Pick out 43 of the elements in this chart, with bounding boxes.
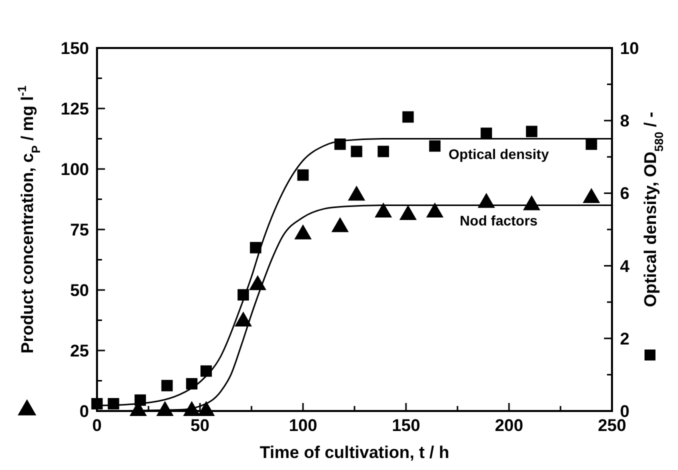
point (426, 202, 444, 218)
point (480, 128, 492, 140)
x-tick-label: 150 (392, 416, 420, 435)
y2-tick-label: 2 (620, 329, 630, 348)
point (234, 311, 252, 326)
y-tick-label: 100 (60, 160, 89, 179)
y-tick-label: 125 (60, 99, 89, 118)
point (399, 204, 417, 220)
y-tick-label: 150 (60, 38, 89, 58)
y-tick-label: 25 (70, 341, 89, 360)
point (294, 224, 312, 240)
point (429, 140, 441, 152)
y-tick-label: 0 (80, 402, 89, 421)
point (250, 242, 262, 254)
point (200, 365, 212, 377)
point (402, 111, 414, 123)
point (186, 378, 198, 390)
x-tick-label: 200 (494, 416, 524, 435)
x-axis-title: Time of cultivation, t / h (260, 443, 450, 462)
point (297, 169, 309, 181)
x-tick-label: 0 (92, 416, 102, 435)
y2-tick-label: 4 (620, 256, 630, 276)
point (522, 195, 540, 210)
point (350, 146, 362, 158)
point (374, 202, 392, 218)
series-label: Nod factors (460, 212, 538, 228)
point (526, 126, 538, 138)
point (331, 217, 349, 232)
point (348, 186, 366, 201)
y-tick-label: 75 (70, 220, 89, 240)
point (161, 380, 173, 392)
y2-tick-label: 8 (620, 112, 630, 131)
series-label: Optical density (448, 146, 550, 162)
y-tick-label: 50 (70, 280, 89, 300)
point (249, 275, 266, 290)
point (586, 138, 598, 150)
x-tick-label: 50 (190, 416, 210, 435)
x-tick-label: 250 (598, 416, 626, 435)
point (378, 146, 390, 158)
x-tick-label: 100 (288, 416, 318, 435)
y2-tick-label: 6 (620, 184, 630, 204)
point (582, 188, 600, 204)
y2-tick-label: 10 (620, 38, 639, 58)
